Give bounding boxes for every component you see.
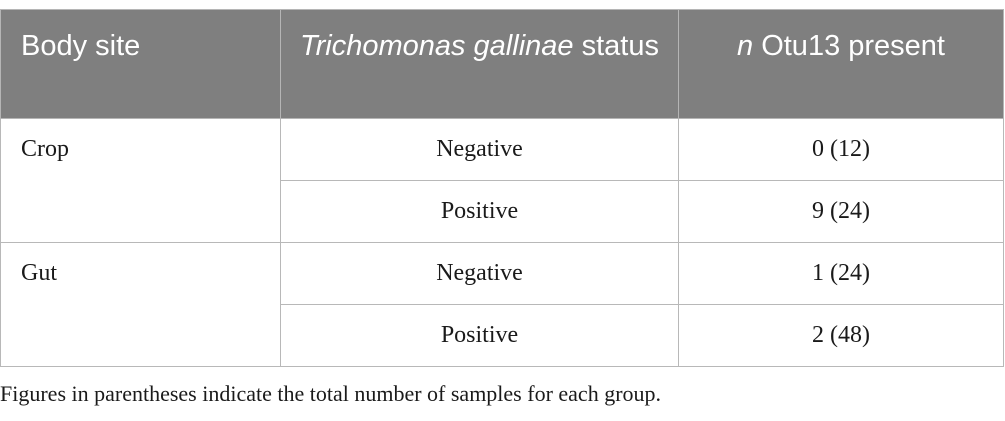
header-n-symbol: n: [737, 30, 754, 62]
header-status-species: Trichomonas gallinae: [300, 30, 574, 62]
status-cell: Negative: [280, 242, 679, 305]
body-site-cell: Crop: [0, 118, 281, 243]
present-cell: 9 (24): [678, 180, 1004, 243]
header-present-suffix: Otu13 present: [753, 30, 945, 62]
header-row: Body site Trichomonas gallinae status n …: [0, 9, 1004, 119]
present-cell: 1 (24): [678, 242, 1004, 305]
table-footnote: Figures in parentheses indicate the tota…: [0, 381, 662, 406]
present-cell: 0 (12): [678, 118, 1004, 181]
table-row: Crop Negative 0 (12): [0, 118, 1004, 243]
table-body: Crop Negative 0 (12) Positive 9 (24) Gut…: [0, 118, 1004, 367]
status-cell: Positive: [280, 304, 679, 367]
table-row: Gut Negative 1 (24): [0, 242, 1004, 367]
header-body-site: Body site: [0, 9, 281, 119]
table-header: Body site Trichomonas gallinae status n …: [0, 9, 1004, 119]
body-site-cell: Gut: [0, 242, 281, 367]
table-row: Positive 2 (48): [1, 304, 1004, 367]
header-status: Trichomonas gallinae status: [280, 9, 679, 119]
header-status-suffix: status: [573, 30, 659, 62]
data-table: Body site Trichomonas gallinae status n …: [0, 9, 1004, 367]
present-cell: 2 (48): [678, 304, 1004, 367]
status-cell: Positive: [280, 180, 679, 243]
header-otu13-present: n Otu13 present: [678, 9, 1004, 119]
status-cell: Negative: [280, 118, 679, 181]
table-row: Positive 9 (24): [1, 180, 1004, 243]
